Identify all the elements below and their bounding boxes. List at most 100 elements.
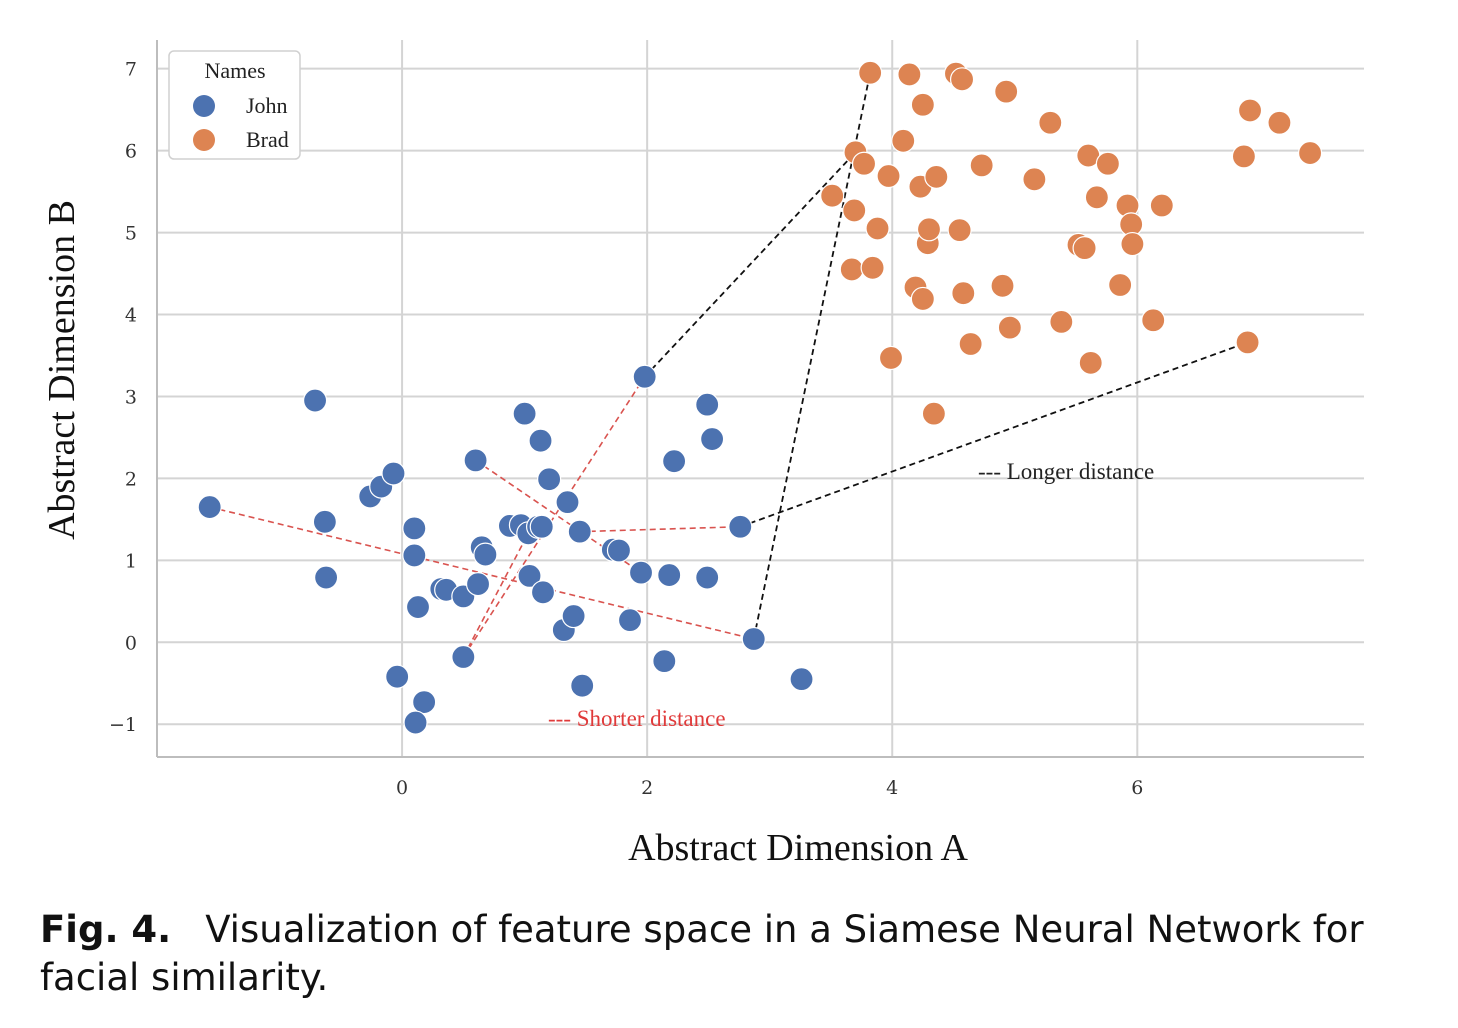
john-point — [385, 664, 410, 689]
y-tick-label: −1 — [109, 714, 137, 736]
brad-point — [1078, 350, 1103, 375]
y-axis-title: Abstract Dimension B — [41, 200, 83, 540]
brad-point — [1297, 140, 1323, 166]
brad-point — [878, 345, 904, 371]
john-point — [555, 490, 580, 515]
y-tick-label: 3 — [125, 386, 137, 408]
brad-point — [1120, 231, 1145, 257]
grid-lines — [157, 40, 1364, 757]
y-tick-label: 2 — [125, 468, 137, 490]
john-point — [517, 563, 542, 589]
john-point — [632, 364, 657, 389]
john-point — [789, 667, 814, 692]
john-point — [662, 449, 687, 474]
john-point — [561, 603, 586, 629]
john-point — [537, 467, 562, 492]
brad-point — [851, 151, 877, 176]
brad-point — [1022, 167, 1047, 192]
john-point — [451, 644, 476, 670]
figure-caption: Fig. 4. Visualization of feature space in… — [40, 906, 1440, 1002]
brad-point — [1237, 98, 1263, 123]
brad-point — [1095, 151, 1120, 176]
brad-point — [910, 286, 935, 312]
x-tick-label: 4 — [886, 777, 898, 799]
x-tick-label: 6 — [1131, 777, 1143, 799]
y-tick-label: 7 — [125, 59, 137, 81]
x-tick-label: 2 — [641, 777, 653, 799]
john-point — [302, 388, 328, 413]
john-point — [381, 461, 406, 486]
caption-text: Visualization of feature space in a Siam… — [40, 908, 1364, 999]
shorter-distance-line — [462, 532, 529, 658]
brad-point — [1084, 185, 1109, 210]
john-point — [529, 514, 554, 539]
brad-point — [891, 128, 916, 153]
legend-marker-john — [193, 95, 215, 117]
distance-lines — [209, 72, 1248, 658]
brad-point — [876, 163, 901, 189]
john-point — [530, 580, 556, 605]
john-point — [197, 494, 222, 520]
shorter-distance-line — [475, 459, 642, 574]
shorter-distance-line — [579, 525, 741, 533]
axes — [156, 40, 1364, 758]
brad-point — [990, 273, 1015, 298]
longer-distance-line — [752, 72, 872, 640]
legend-title: Names — [204, 58, 265, 83]
brad-point — [1235, 330, 1260, 355]
brad-point — [860, 255, 885, 280]
x-tick-label: 0 — [396, 777, 408, 799]
brad-point — [1108, 272, 1133, 298]
john-point — [528, 428, 553, 453]
longer-distance-label: --- Longer distance — [978, 459, 1154, 484]
brad-point — [1141, 308, 1166, 333]
john-point — [402, 516, 427, 541]
shorter-distance-line — [209, 506, 754, 640]
longer-distance-line — [644, 151, 857, 378]
john-point — [695, 392, 720, 417]
john-point — [606, 538, 632, 563]
brad-point — [924, 164, 949, 189]
legend-label-brad: Brad — [246, 127, 289, 152]
brad-point — [958, 331, 983, 357]
john-point — [657, 562, 682, 588]
brad-point — [858, 60, 883, 85]
john-point — [628, 560, 654, 585]
longer-distance-line — [739, 341, 1248, 528]
john-point — [512, 401, 537, 426]
figure-label: Fig. 4. — [40, 908, 172, 951]
brad-point — [994, 79, 1019, 104]
brad-point — [1231, 144, 1257, 169]
y-tick-label: 6 — [125, 141, 137, 163]
brad-point — [969, 153, 994, 178]
john-point — [403, 710, 428, 735]
brad-point — [921, 401, 946, 426]
brad-point — [820, 183, 845, 208]
y-tick-label: 5 — [125, 223, 137, 245]
legend-label-john: John — [246, 93, 288, 118]
john-point — [463, 448, 488, 473]
john-point — [412, 689, 437, 715]
shorter-distance-line — [462, 376, 646, 658]
brad-point — [1049, 309, 1074, 334]
john-point — [699, 426, 725, 452]
scatter-chart: 0 2 4 6 −1 0 1 2 3 4 5 6 7 Abstract Dimension A Abst… — [41, 40, 1364, 869]
tick-labels: 0 2 4 6 −1 0 1 2 3 4 5 6 7 — [109, 59, 1143, 799]
john-point — [695, 565, 720, 590]
brad-point — [897, 62, 922, 87]
data-points — [197, 60, 1323, 735]
john-point — [570, 673, 595, 698]
shorter-distance-label: --- Shorter distance — [548, 706, 726, 731]
brad-point — [910, 92, 935, 117]
john-point — [312, 509, 337, 534]
john-point — [402, 543, 427, 568]
john-point — [465, 572, 491, 597]
brad-point — [865, 216, 890, 241]
y-tick-label: 1 — [125, 550, 137, 572]
brad-point — [916, 217, 942, 242]
john-point — [741, 626, 766, 652]
y-tick-label: 4 — [125, 305, 137, 327]
brad-point — [1267, 110, 1292, 135]
brad-point — [1072, 236, 1097, 261]
legend: Names John Brad — [168, 50, 301, 160]
